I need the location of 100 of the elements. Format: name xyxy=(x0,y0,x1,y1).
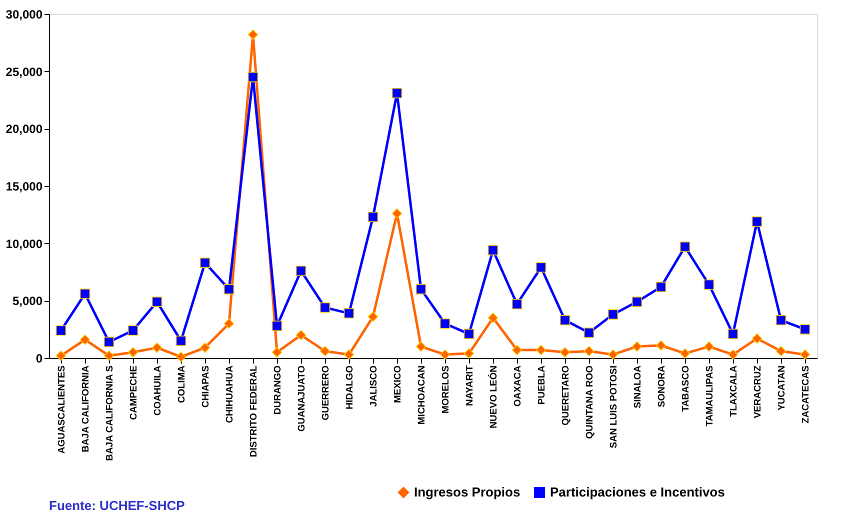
source-note: Fuente: UCHEF-SHCP xyxy=(49,498,186,513)
point xyxy=(416,284,426,294)
x-tick-label: GUERRERO xyxy=(320,366,332,420)
point xyxy=(560,347,570,358)
point xyxy=(224,284,234,294)
point xyxy=(248,29,258,40)
point xyxy=(152,342,162,353)
x-tick-label: OAXACA xyxy=(512,365,524,407)
point xyxy=(632,296,642,307)
point xyxy=(584,328,594,338)
point xyxy=(800,349,810,360)
y-tick-label: 25,000 xyxy=(6,64,43,79)
point xyxy=(296,330,306,340)
x-tick-label: CHIAPAS xyxy=(200,366,212,408)
point xyxy=(656,340,666,351)
point xyxy=(272,347,282,358)
point xyxy=(416,341,426,352)
x-tick-label: BAJA CALIFORNIA xyxy=(80,365,92,452)
point xyxy=(200,258,210,268)
point xyxy=(680,242,690,252)
point xyxy=(464,348,474,359)
x-tick-label: CHIHUAHUA xyxy=(224,365,236,424)
point xyxy=(344,308,354,318)
x-tick-label: HIDALGO xyxy=(344,366,356,410)
x-tick-label: SONORA xyxy=(656,365,668,408)
point xyxy=(200,342,210,353)
point xyxy=(536,262,546,273)
point xyxy=(104,336,114,348)
point xyxy=(128,347,138,358)
y-tick-label: 0 xyxy=(36,352,43,366)
x-tick-label: DURANGO xyxy=(272,366,284,415)
point xyxy=(704,279,714,290)
point xyxy=(392,88,402,98)
point xyxy=(488,245,498,256)
legend-label: Participaciones e Incentivos xyxy=(550,484,725,500)
point xyxy=(488,312,498,324)
point xyxy=(608,349,618,360)
point xyxy=(680,348,690,359)
point xyxy=(728,328,738,340)
x-tick-label: MORELOS xyxy=(440,366,452,414)
x-tick-label: YUCATAN xyxy=(776,365,788,411)
point xyxy=(752,333,762,344)
point xyxy=(608,309,618,320)
x-tick-label: TABASCO xyxy=(680,366,692,412)
point xyxy=(56,350,66,361)
point xyxy=(560,315,570,326)
y-tick-label: 10,000 xyxy=(6,236,43,251)
y-tick-label: 15,000 xyxy=(6,180,43,194)
x-tick-label: TAMAULIPAS xyxy=(704,366,716,426)
x-tick-label: VERACRUZ xyxy=(752,365,764,418)
point xyxy=(56,325,66,336)
x-tick-label: AGUASCALIENTES xyxy=(56,366,68,454)
point xyxy=(392,208,402,219)
x-tick-label: BAJA CALIFORNIA S xyxy=(104,366,116,461)
x-tick-label: NAYARIT xyxy=(464,365,476,406)
point xyxy=(128,325,138,336)
point xyxy=(752,216,762,227)
x-tick-label: JALISCO xyxy=(368,366,380,407)
x-tick-label: SAN LUIS POTOSI xyxy=(608,366,620,448)
legend-label: Ingresos Propios xyxy=(414,484,520,500)
x-tick-label: MEXICO xyxy=(392,366,404,403)
point xyxy=(464,328,474,340)
x-tick-label: PUEBLA xyxy=(536,365,548,405)
point xyxy=(776,346,786,356)
point xyxy=(296,266,306,276)
y-tick-label: 5,000 xyxy=(12,294,43,308)
point xyxy=(368,312,378,322)
x-tick-label: TLAXCALA xyxy=(728,365,740,417)
point xyxy=(800,324,810,334)
point xyxy=(512,298,522,310)
point xyxy=(104,350,114,361)
point xyxy=(584,346,594,356)
point xyxy=(728,349,738,360)
y-tick-label: 30,000 xyxy=(6,8,43,22)
point xyxy=(248,72,258,82)
x-tick-label: DISTRITO FEDERAL xyxy=(248,365,260,458)
point xyxy=(176,352,186,362)
point xyxy=(704,341,714,352)
x-tick-label: GUANAJUATO xyxy=(296,366,308,432)
point xyxy=(320,346,330,356)
x-tick-label: COAHUILA xyxy=(152,365,164,416)
x-tick-label: QUINTANA ROO xyxy=(584,366,596,439)
point xyxy=(656,282,666,292)
point xyxy=(224,318,234,329)
x-tick-label: QUERETARO xyxy=(560,366,572,426)
y-tick-label: 20,000 xyxy=(6,122,43,136)
point xyxy=(272,320,282,332)
point xyxy=(80,334,90,345)
point xyxy=(176,336,186,346)
x-tick-label: CAMPECHE xyxy=(128,366,140,420)
x-tick-label: NUEVO LEÓN xyxy=(488,365,500,428)
x-tick-label: MICHOACAN xyxy=(416,365,428,425)
point xyxy=(344,349,354,360)
point xyxy=(776,315,786,326)
point xyxy=(512,344,522,356)
x-tick-label: SINALOA xyxy=(632,365,644,408)
point xyxy=(440,349,450,360)
point xyxy=(440,318,450,329)
point xyxy=(320,302,330,313)
point xyxy=(368,212,378,222)
